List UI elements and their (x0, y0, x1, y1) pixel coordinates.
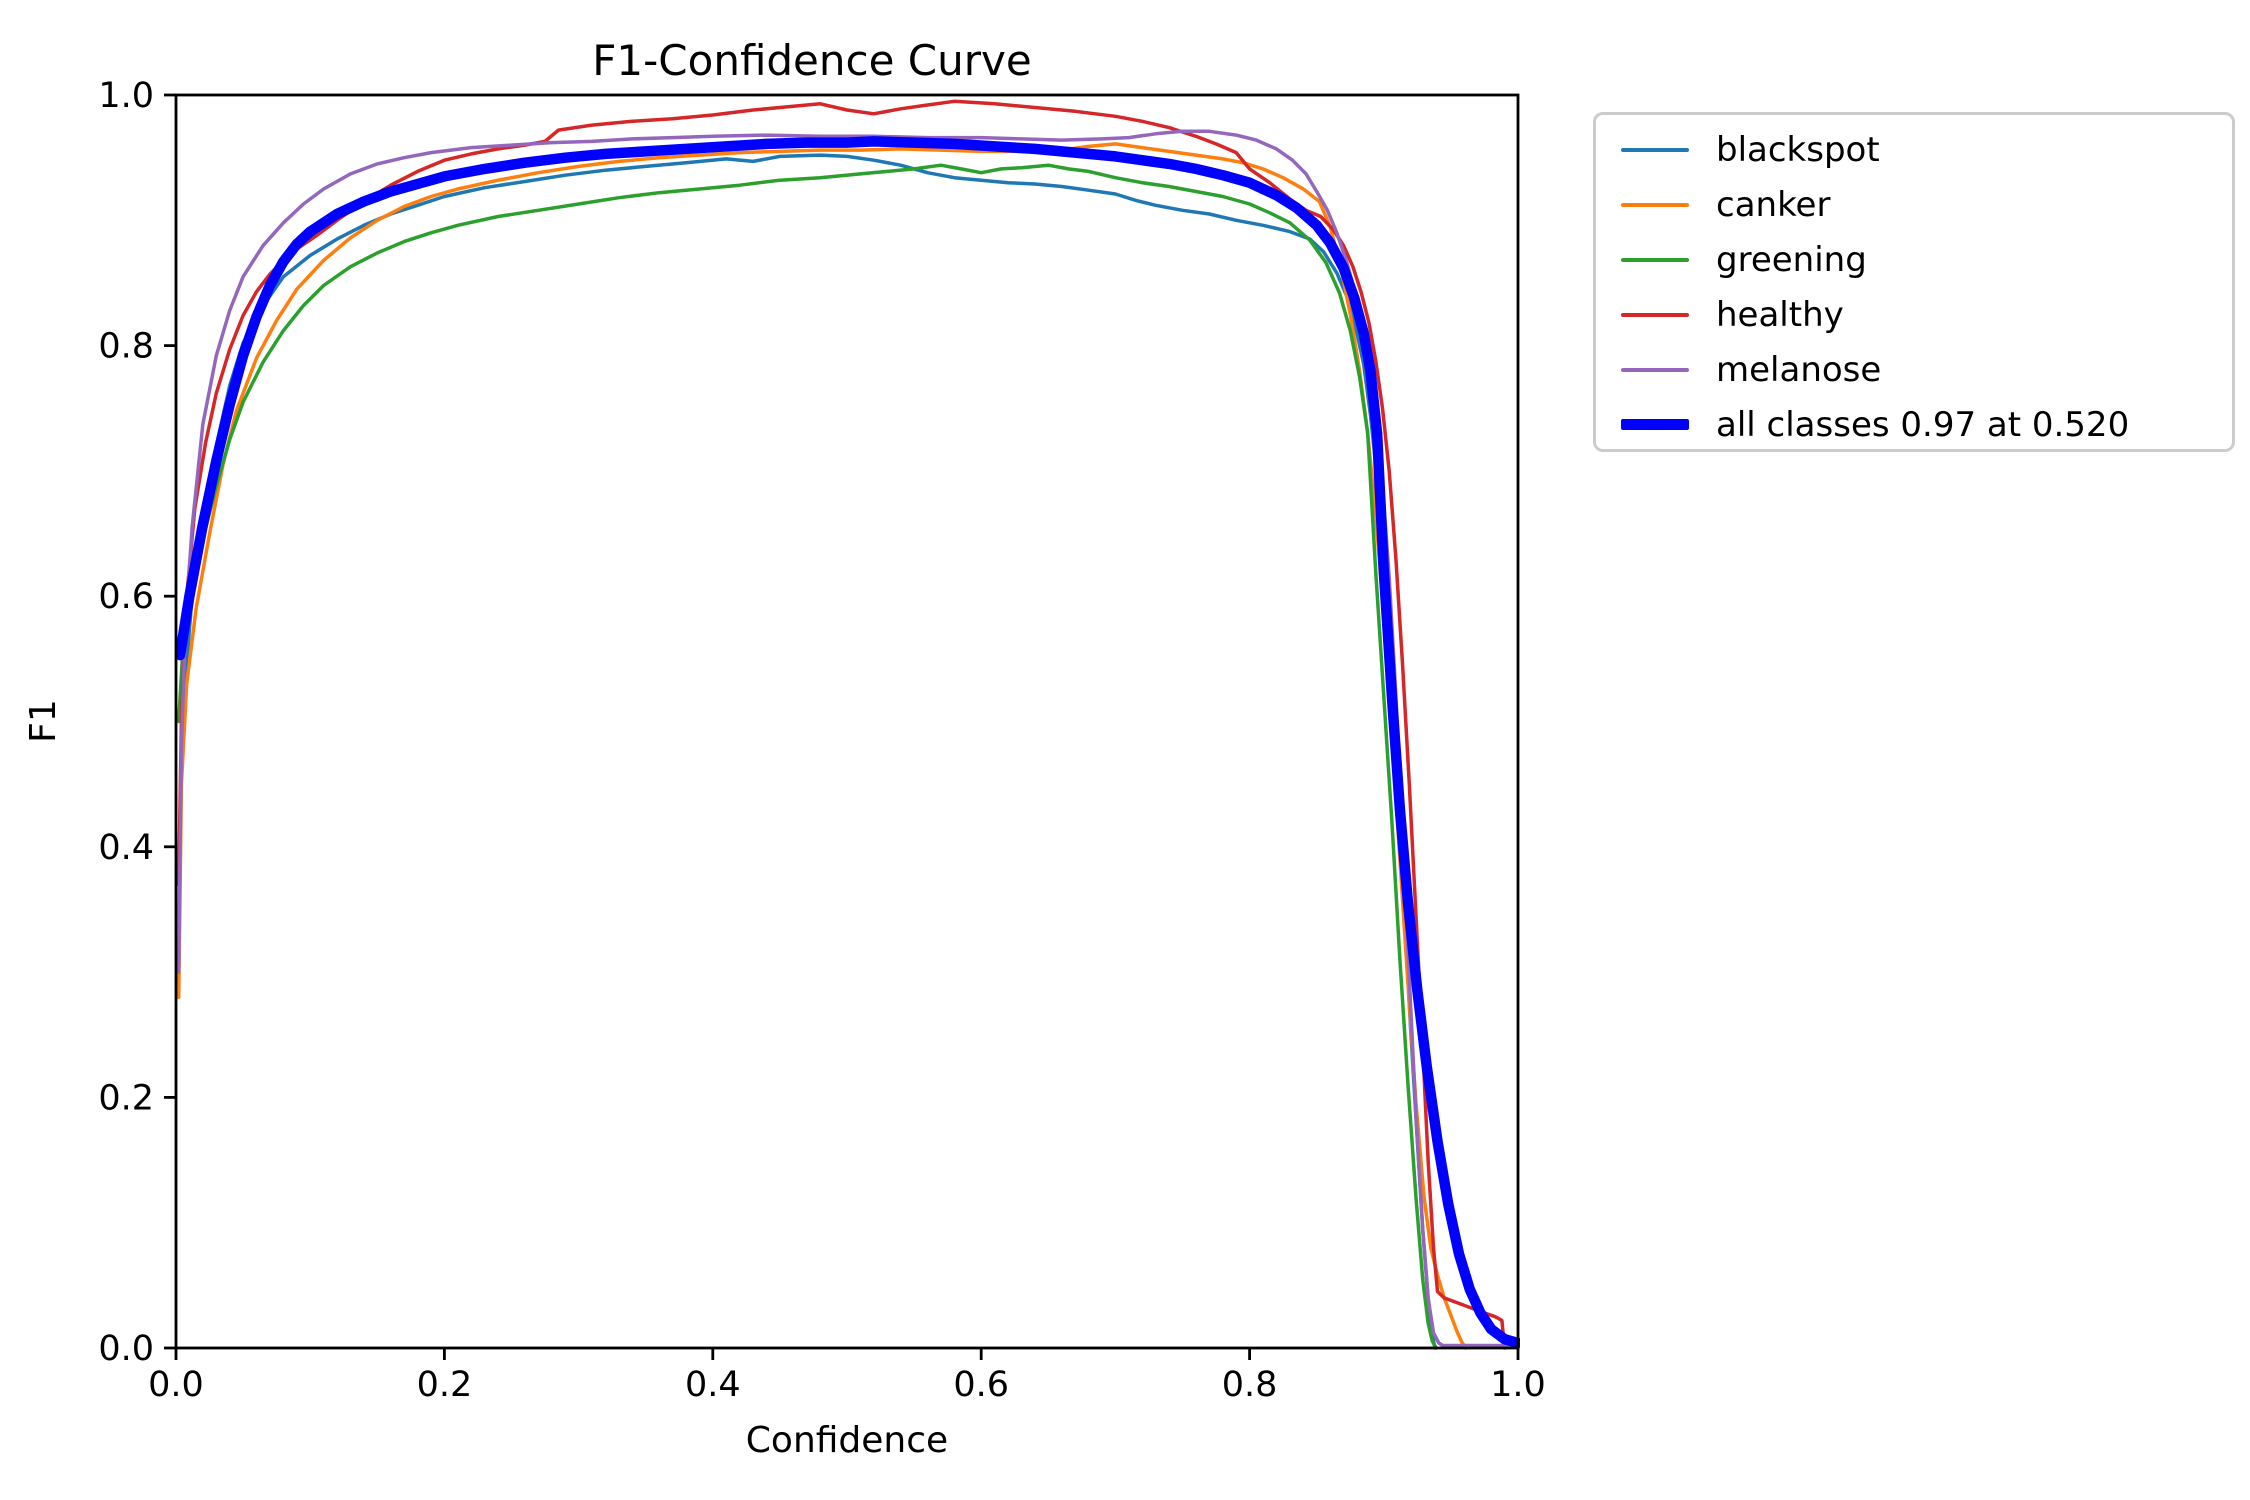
legend-label: melanose (1716, 349, 1882, 390)
y-tick-label: 0.8 (98, 327, 154, 367)
x-tick-label: 0.6 (953, 1365, 1009, 1405)
legend-item-greening: greening (1596, 232, 2232, 287)
legend-line-swatch (1621, 202, 1689, 207)
x-tick-label: 0.0 (148, 1365, 204, 1405)
axis-ticks: 0.0 0.2 0.4 0.6 0.8 1.0 0.0 0.2 0.4 0.6 0.8 1.0 (98, 76, 1546, 1405)
axes-frame (174, 93, 1520, 1350)
x-tick-label: 0.4 (685, 1365, 741, 1405)
y-tick-label: 0.4 (98, 828, 154, 868)
chart-title: F1-Confidence Curve (592, 36, 1031, 85)
curve-healthy (176, 99, 1507, 1350)
curve-all (174, 136, 1520, 1349)
legend-line-swatch (1621, 312, 1689, 317)
legend-line-swatch (1621, 147, 1689, 152)
legend-item-melanose: melanose (1596, 342, 2232, 397)
curves-group (174, 99, 1520, 1350)
curve-blackspot (176, 153, 1437, 1350)
legend: blackspot canker greening healthy melanose al… (1593, 112, 2235, 452)
y-tick-label: 0.6 (98, 577, 154, 617)
y-tick-label: 0.0 (98, 1329, 154, 1369)
legend-label: blackspot (1716, 129, 1880, 170)
legend-item-blackspot: blackspot (1596, 122, 2232, 177)
x-tick-label: 1.0 (1490, 1365, 1546, 1405)
curve-canker (176, 142, 1468, 1350)
legend-line-swatch (1621, 257, 1689, 262)
legend-item-all: all classes 0.97 at 0.520 (1596, 397, 2232, 452)
y-tick-label: 1.0 (98, 76, 154, 116)
curve-greening (176, 163, 1438, 1350)
y-tick-label: 0.2 (98, 1078, 154, 1118)
legend-label: all classes 0.97 at 0.520 (1716, 404, 2130, 445)
x-axis-label: Confidence (746, 1420, 948, 1461)
legend-label: greening (1716, 239, 1867, 280)
legend-label: healthy (1716, 294, 1844, 335)
legend-label: canker (1716, 184, 1831, 225)
y-axis-label: F1 (23, 699, 64, 743)
curve-melanose (176, 129, 1520, 1348)
legend-line-swatch (1621, 419, 1689, 430)
x-tick-label: 0.2 (417, 1365, 473, 1405)
legend-line-swatch (1621, 367, 1689, 372)
legend-item-healthy: healthy (1596, 287, 2232, 342)
legend-item-canker: canker (1596, 177, 2232, 232)
x-tick-label: 0.8 (1222, 1365, 1278, 1405)
